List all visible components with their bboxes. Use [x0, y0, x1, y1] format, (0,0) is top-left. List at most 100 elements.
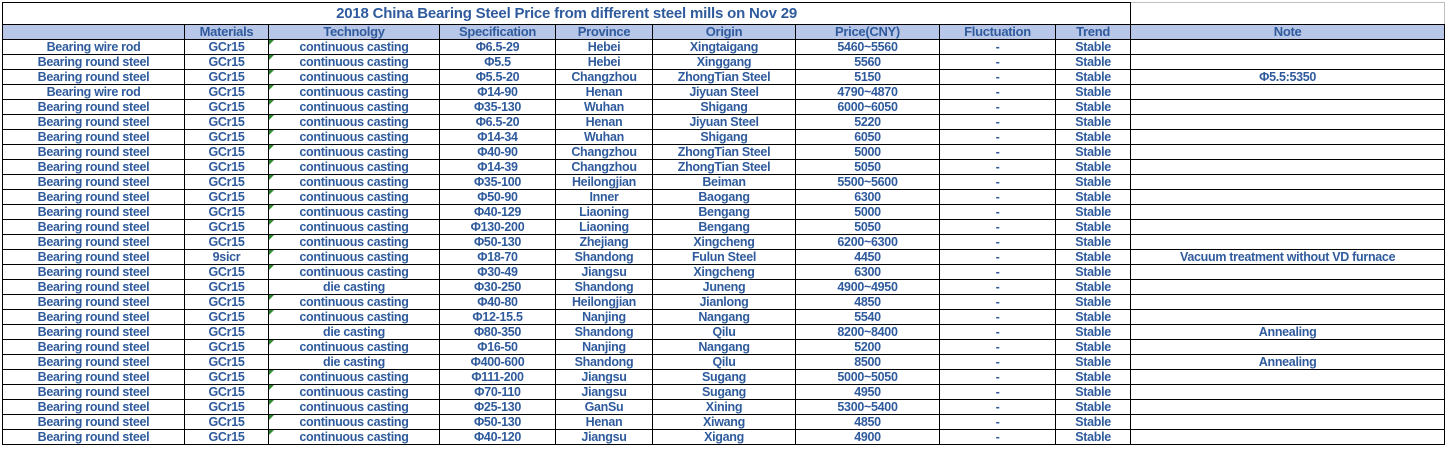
cell-specification[interactable]: Φ18-70 [439, 249, 556, 265]
cell-note[interactable] [1130, 369, 1446, 385]
cell-technology[interactable]: continuous casting [268, 249, 440, 265]
cell-technology[interactable]: continuous casting [268, 234, 440, 250]
cell-technology[interactable]: continuous casting [268, 204, 440, 220]
cell-trend[interactable]: Stable [1054, 324, 1132, 340]
cell-specification[interactable]: Φ40-90 [439, 144, 556, 160]
cell-specification[interactable]: Φ70-110 [439, 384, 556, 400]
cell-fluctuation[interactable]: - [939, 159, 1056, 175]
cell-note[interactable] [1130, 54, 1446, 70]
cell-trend[interactable]: Stable [1054, 384, 1132, 400]
cell-price[interactable]: 4450 [795, 249, 940, 265]
cell-product[interactable]: Bearing round steel [2, 429, 185, 445]
cell-province[interactable]: Changzhou [555, 144, 653, 160]
column-header-origin[interactable]: Origin [652, 24, 796, 40]
cell-trend[interactable]: Stable [1054, 399, 1132, 415]
cell-origin[interactable]: Jiyuan Steel [652, 84, 796, 100]
cell-province[interactable]: Zhejiang [555, 234, 653, 250]
cell-fluctuation[interactable]: - [939, 129, 1056, 145]
column-header-fluctuation[interactable]: Fluctuation [939, 24, 1056, 40]
cell-specification[interactable]: Φ6.5-29 [439, 39, 556, 55]
cell-trend[interactable]: Stable [1054, 429, 1132, 445]
cell-fluctuation[interactable]: - [939, 144, 1056, 160]
cell-specification[interactable]: Φ400-600 [439, 354, 556, 370]
column-header-note[interactable]: Note [1130, 24, 1446, 40]
cell-technology[interactable]: continuous casting [268, 189, 440, 205]
cell-specification[interactable]: Φ30-49 [439, 264, 556, 280]
cell-materials[interactable]: GCr15 [184, 279, 269, 295]
cell-technology[interactable]: continuous casting [268, 99, 440, 115]
cell-origin[interactable]: Bengang [652, 219, 796, 235]
cell-technology[interactable]: die casting [268, 354, 440, 370]
column-header-technology[interactable]: Technolgy [268, 24, 440, 40]
table-title[interactable]: 2018 China Bearing Steel Price from diff… [1, 2, 1132, 25]
cell-fluctuation[interactable]: - [939, 354, 1056, 370]
cell-province[interactable]: Changzhou [555, 69, 653, 85]
column-header-province[interactable]: Province [555, 24, 653, 40]
cell-trend[interactable]: Stable [1054, 294, 1132, 310]
cell-technology[interactable]: continuous casting [268, 144, 440, 160]
cell-technology[interactable]: continuous casting [268, 129, 440, 145]
cell-specification[interactable]: Φ16-50 [439, 339, 556, 355]
cell-price[interactable]: 5560 [795, 54, 940, 70]
cell-specification[interactable]: Φ14-39 [439, 159, 556, 175]
cell-origin[interactable]: Xingcheng [652, 264, 796, 280]
cell-trend[interactable]: Stable [1054, 159, 1132, 175]
cell-province[interactable]: Liaoning [555, 204, 653, 220]
cell-trend[interactable]: Stable [1054, 234, 1132, 250]
cell-price[interactable]: 5000 [795, 204, 940, 220]
cell-origin[interactable]: ZhongTian Steel [652, 144, 796, 160]
cell-specification[interactable]: Φ50-130 [439, 414, 556, 430]
cell-price[interactable]: 4900~4950 [795, 279, 940, 295]
cell-specification[interactable]: Φ50-130 [439, 234, 556, 250]
cell-price[interactable]: 6300 [795, 264, 940, 280]
cell-province[interactable]: Liaoning [555, 219, 653, 235]
cell-product[interactable]: Bearing round steel [2, 399, 185, 415]
cell-province[interactable]: Changzhou [555, 159, 653, 175]
cell-note[interactable] [1130, 339, 1446, 355]
cell-fluctuation[interactable]: - [939, 309, 1056, 325]
cell-materials[interactable]: GCr15 [184, 339, 269, 355]
cell-price[interactable]: 8500 [795, 354, 940, 370]
cell-province[interactable]: Heilongjian [555, 294, 653, 310]
cell-technology[interactable]: continuous casting [268, 309, 440, 325]
cell-province[interactable]: GanSu [555, 399, 653, 415]
cell-technology[interactable]: continuous casting [268, 54, 440, 70]
cell-trend[interactable]: Stable [1054, 339, 1132, 355]
cell-origin[interactable]: Bengang [652, 204, 796, 220]
column-header-price[interactable]: Price(CNY) [795, 24, 940, 40]
cell-origin[interactable]: Nangang [652, 309, 796, 325]
cell-province[interactable]: Shandong [555, 324, 653, 340]
cell-note[interactable] [1130, 399, 1446, 415]
cell-province[interactable]: Henan [555, 414, 653, 430]
cell-origin[interactable]: Xiwang [652, 414, 796, 430]
cell-technology[interactable]: continuous casting [268, 39, 440, 55]
cell-product[interactable]: Bearing round steel [2, 249, 185, 265]
cell-fluctuation[interactable]: - [939, 219, 1056, 235]
column-header-specification[interactable]: Specification [439, 24, 556, 40]
cell-technology[interactable]: continuous casting [268, 369, 440, 385]
cell-fluctuation[interactable]: - [939, 204, 1056, 220]
cell-note[interactable] [1130, 429, 1446, 445]
cell-trend[interactable]: Stable [1054, 354, 1132, 370]
cell-technology[interactable]: continuous casting [268, 69, 440, 85]
cell-technology[interactable]: continuous casting [268, 84, 440, 100]
cell-note[interactable] [1130, 144, 1446, 160]
cell-materials[interactable]: GCr15 [184, 264, 269, 280]
cell-price[interactable]: 5540 [795, 309, 940, 325]
cell-note[interactable] [1130, 129, 1446, 145]
cell-province[interactable]: Shandong [555, 249, 653, 265]
cell-technology[interactable]: continuous casting [268, 264, 440, 280]
cell-fluctuation[interactable]: - [939, 249, 1056, 265]
cell-note[interactable] [1130, 39, 1446, 55]
cell-product[interactable]: Bearing round steel [2, 174, 185, 190]
cell-price[interactable]: 5150 [795, 69, 940, 85]
cell-note[interactable] [1130, 84, 1446, 100]
cell-price[interactable]: 5000~5050 [795, 369, 940, 385]
cell-fluctuation[interactable]: - [939, 294, 1056, 310]
cell-specification[interactable]: Φ111-200 [439, 369, 556, 385]
cell-specification[interactable]: Φ14-34 [439, 129, 556, 145]
cell-materials[interactable]: GCr15 [184, 309, 269, 325]
cell-trend[interactable]: Stable [1054, 249, 1132, 265]
cell-fluctuation[interactable]: - [939, 69, 1056, 85]
cell-specification[interactable]: Φ40-120 [439, 429, 556, 445]
